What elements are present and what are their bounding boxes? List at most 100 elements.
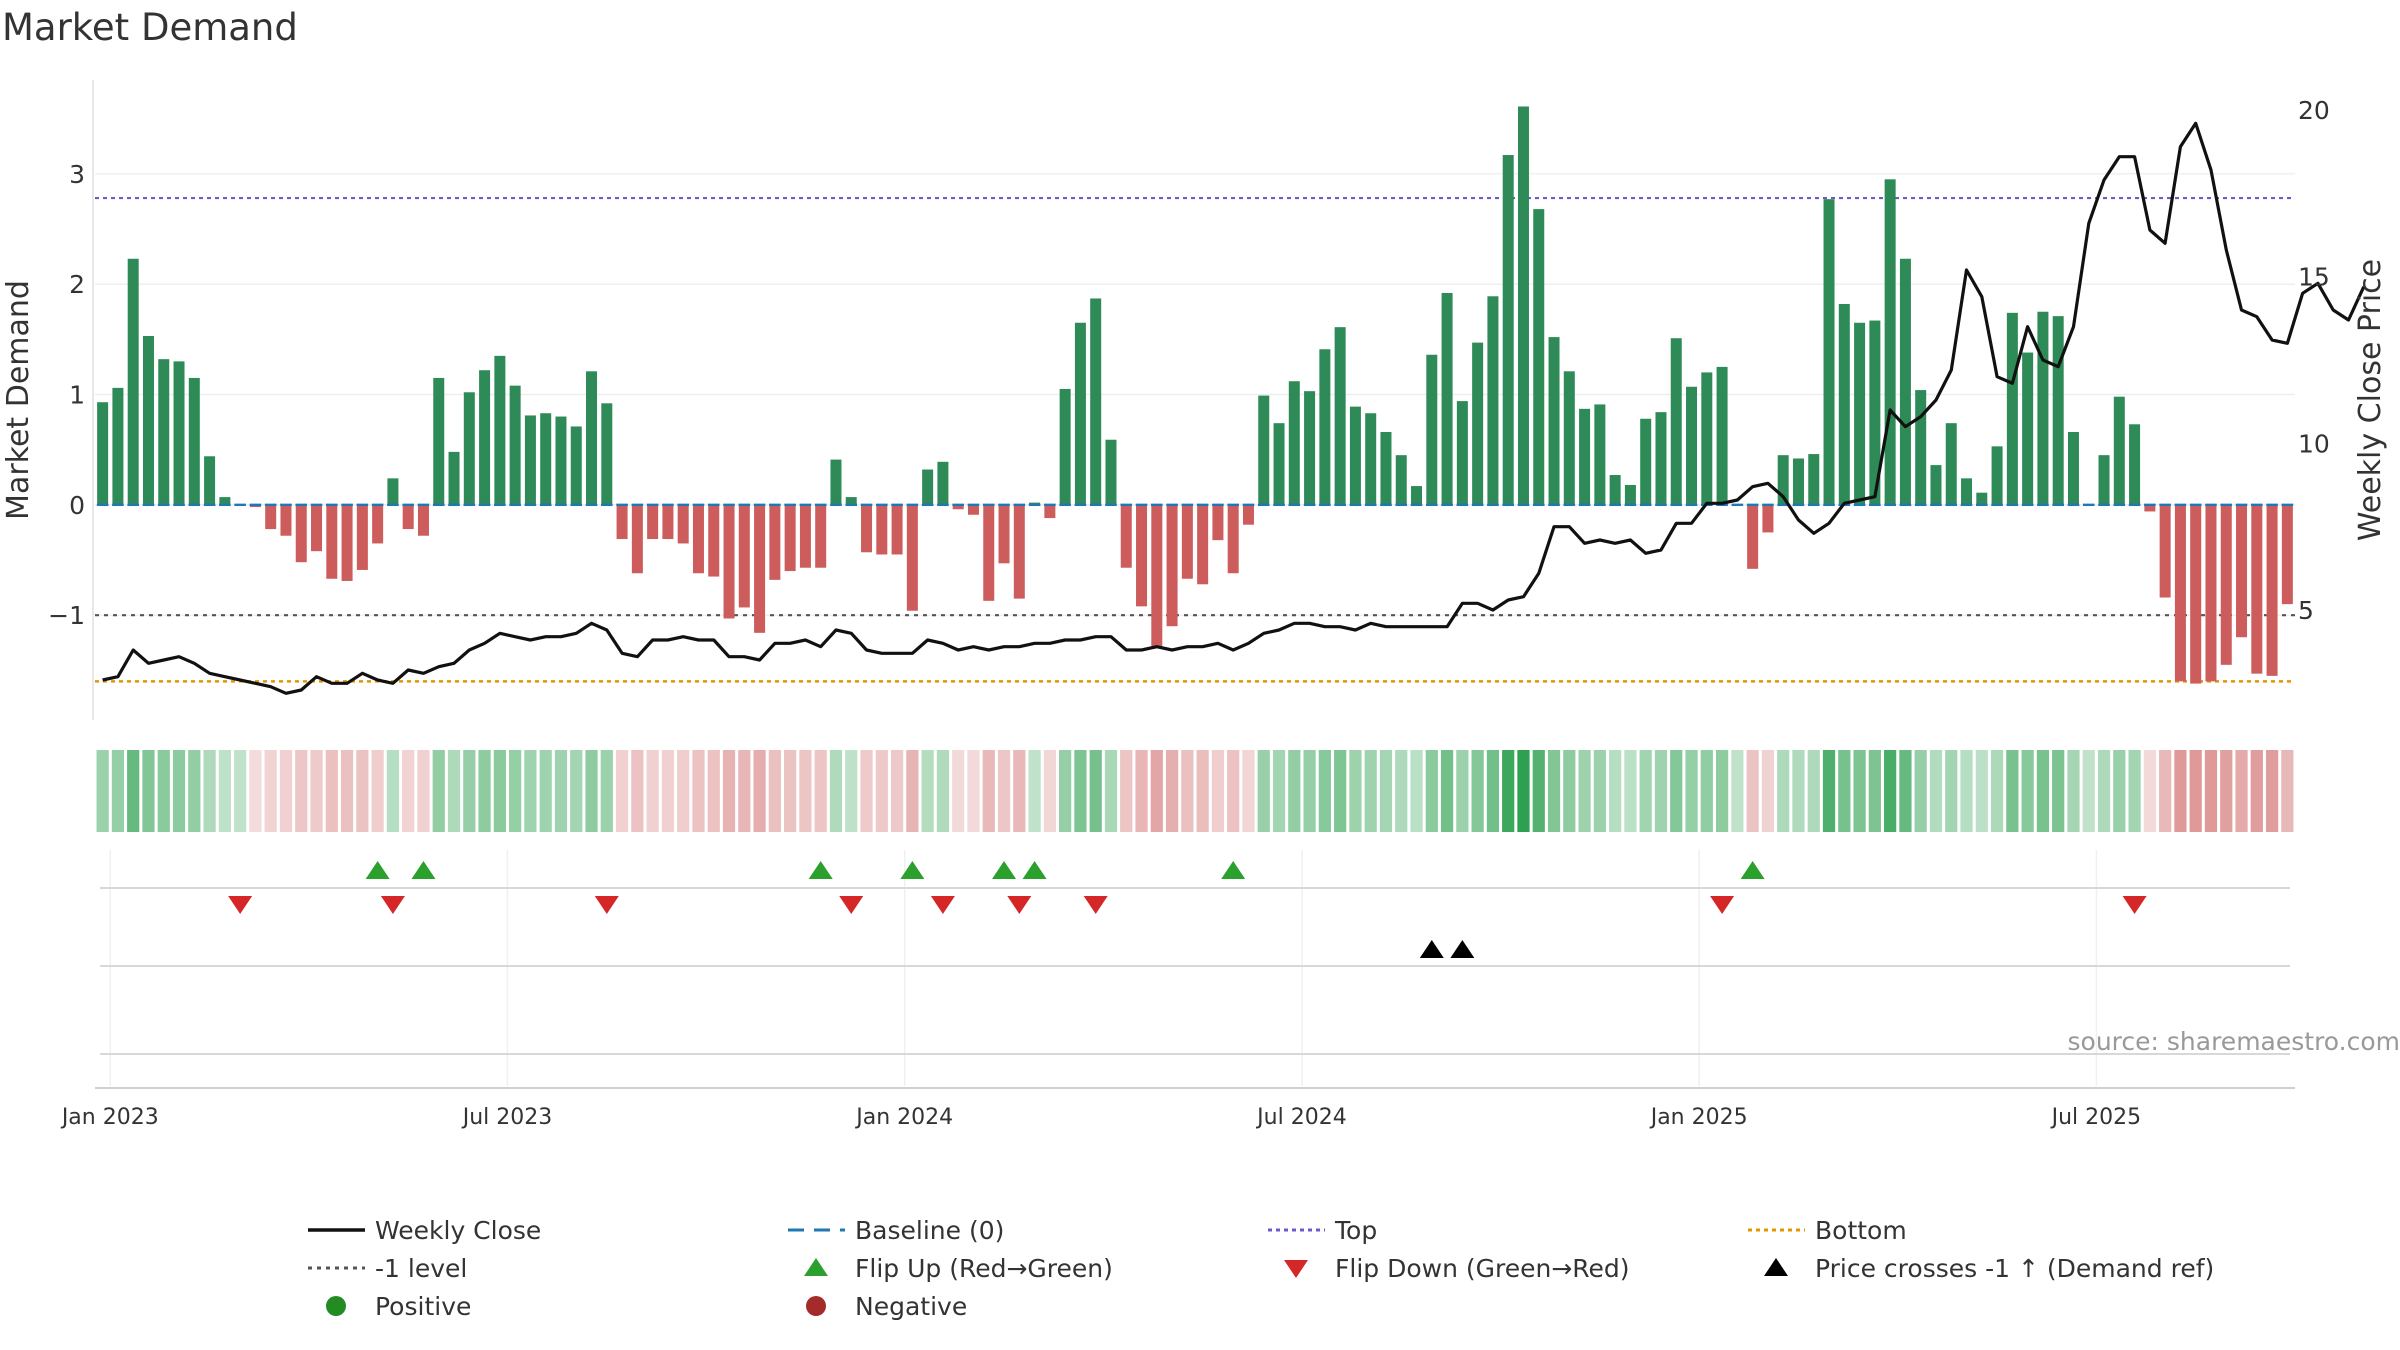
demand-bar bbox=[1869, 320, 1881, 505]
demand-bar bbox=[1273, 423, 1285, 505]
heat-cell bbox=[142, 750, 155, 832]
demand-bar bbox=[2190, 504, 2202, 684]
heat-cell bbox=[570, 750, 583, 832]
demand-bar bbox=[448, 451, 460, 505]
demand-bar bbox=[922, 469, 934, 505]
heat-cell bbox=[1853, 750, 1866, 832]
flip-up-marker bbox=[365, 861, 390, 879]
demand-bar bbox=[586, 371, 598, 505]
demand-bar bbox=[1349, 406, 1361, 505]
heat-cell bbox=[2052, 750, 2065, 832]
heat-cell bbox=[524, 750, 537, 832]
demand-bar bbox=[799, 504, 811, 568]
heat-cell bbox=[1899, 750, 1912, 832]
heat-cell bbox=[1593, 750, 1606, 832]
x-tick-label: Jan 2023 bbox=[60, 1105, 159, 1130]
demand-bar bbox=[97, 402, 109, 505]
demand-bar bbox=[1701, 372, 1713, 505]
demand-bar bbox=[2174, 504, 2186, 682]
demand-bar bbox=[830, 459, 842, 505]
demand-bar bbox=[2113, 396, 2125, 505]
heat-cell bbox=[2159, 750, 2172, 832]
heat-cell bbox=[1456, 750, 1469, 832]
demand-bar bbox=[631, 504, 643, 574]
heat-cell bbox=[1914, 750, 1927, 832]
demand-bar bbox=[2052, 316, 2064, 505]
demand-bar bbox=[1456, 401, 1468, 505]
event-rows bbox=[100, 861, 2290, 1055]
demand-bar bbox=[479, 370, 491, 505]
legend-flip-down: Flip Down (Green→Red) bbox=[1265, 1250, 1630, 1286]
heat-cell bbox=[1425, 750, 1438, 832]
demand-bar bbox=[1594, 404, 1606, 505]
demand-bar bbox=[1212, 504, 1224, 541]
demand-bar bbox=[219, 497, 231, 505]
demand-bar bbox=[509, 385, 521, 505]
heat-cell bbox=[1059, 750, 1072, 832]
y2-tick-label: 5 bbox=[2298, 596, 2314, 625]
heat-cell bbox=[1150, 750, 1163, 832]
heat-cell bbox=[1211, 750, 1225, 832]
demand-bar bbox=[1899, 258, 1911, 505]
chart-title: Market Demand bbox=[2, 6, 298, 49]
demand-bar bbox=[463, 392, 475, 505]
demand-bar bbox=[1288, 381, 1300, 505]
weekly-close-line-group bbox=[102, 121, 2366, 695]
heat-cell bbox=[2006, 750, 2019, 832]
legend-baseline-label: Baseline (0) bbox=[855, 1215, 1005, 1245]
demand-bar bbox=[494, 355, 506, 505]
heat-cell bbox=[921, 750, 934, 832]
heat-cell bbox=[1838, 750, 1851, 832]
demand-bar bbox=[1624, 484, 1636, 505]
flip-up-marker bbox=[1221, 861, 1246, 879]
legend-positive: Positive bbox=[305, 1288, 471, 1324]
heat-cell bbox=[646, 750, 659, 832]
demand-bar bbox=[1426, 354, 1438, 505]
heat-cell bbox=[1181, 750, 1194, 832]
demand-bar bbox=[983, 504, 995, 601]
heat-cell bbox=[493, 750, 506, 832]
demand-bar bbox=[1380, 432, 1392, 505]
demand-bar bbox=[1105, 439, 1117, 505]
y2-tick-label: 15 bbox=[2298, 263, 2330, 292]
flip-down-marker bbox=[839, 896, 864, 914]
heat-cell bbox=[295, 750, 308, 832]
x-tick-label: Jan 2025 bbox=[1649, 1105, 1748, 1130]
heat-cell bbox=[1364, 750, 1377, 832]
demand-bar bbox=[112, 387, 124, 505]
legend: Weekly Close -1 level Positive Baseline … bbox=[305, 1212, 2265, 1332]
demand-bar bbox=[1838, 304, 1850, 505]
demand-bar bbox=[1472, 342, 1484, 505]
demand-bar bbox=[769, 504, 781, 580]
demand-bar bbox=[1227, 504, 1239, 574]
heat-cell bbox=[203, 750, 216, 832]
demand-bar bbox=[1930, 465, 1942, 505]
heat-cell bbox=[997, 750, 1011, 832]
demand-bar bbox=[1365, 413, 1377, 505]
demand-bar bbox=[173, 361, 185, 505]
heat-cell bbox=[615, 750, 629, 832]
demand-bar bbox=[1854, 322, 1866, 505]
demand-bar bbox=[2281, 504, 2293, 605]
heat-cell bbox=[2143, 750, 2156, 832]
heat-cell bbox=[340, 750, 354, 832]
y2-tick-label: 10 bbox=[2298, 429, 2330, 458]
y2-axis-label: Weekly Close Price bbox=[2353, 259, 2388, 541]
heat-cell bbox=[1700, 750, 1713, 832]
demand-bar bbox=[1915, 390, 1927, 505]
heat-cell bbox=[1807, 750, 1820, 832]
demand-bar bbox=[1319, 349, 1331, 505]
demand-bar bbox=[1991, 446, 2003, 505]
heat-cell bbox=[1868, 750, 1881, 832]
x-tick-label: Jul 2025 bbox=[2050, 1105, 2142, 1130]
demand-bar bbox=[998, 504, 1010, 564]
heat-cell bbox=[2204, 750, 2218, 832]
heat-cell bbox=[845, 750, 858, 832]
flip-down-marker bbox=[930, 896, 955, 914]
heat-cell bbox=[952, 750, 965, 832]
heat-cell bbox=[1272, 750, 1286, 832]
demand-bar bbox=[402, 504, 414, 530]
demand-bar bbox=[1181, 504, 1193, 579]
flip-up-marker bbox=[900, 861, 925, 879]
